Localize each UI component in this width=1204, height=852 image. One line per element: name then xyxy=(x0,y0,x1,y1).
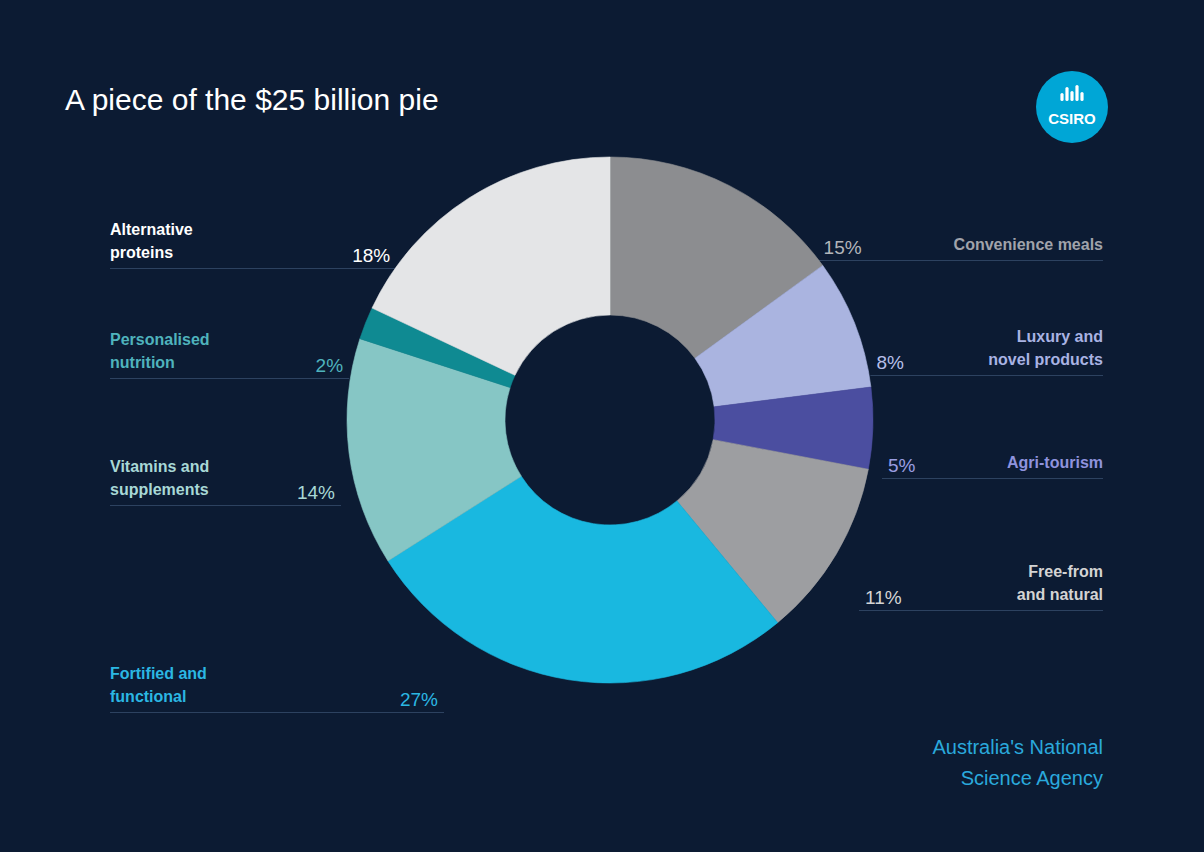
category-label: Convenience meals xyxy=(954,236,1104,253)
category-label-line: Personalised xyxy=(110,331,210,348)
category-label-line: Agri-tourism xyxy=(1007,454,1103,471)
category-label-line: functional xyxy=(110,688,186,705)
category-label: Agri-tourism xyxy=(1007,454,1103,471)
category-label-line: nutrition xyxy=(110,354,175,371)
value-label: 8% xyxy=(876,352,904,373)
category-label-line: Luxury and xyxy=(1017,328,1103,345)
category-label: Luxury and novel products xyxy=(988,328,1103,368)
category-label-line: novel products xyxy=(988,351,1103,368)
value-label: 18% xyxy=(352,245,390,266)
value-label: 14% xyxy=(297,482,335,503)
logo-icon-bar xyxy=(1060,93,1063,101)
slices xyxy=(347,157,873,683)
category-label-line: proteins xyxy=(110,244,173,261)
leader-line xyxy=(110,268,396,269)
labels: Convenience meals 15% Luxury and novel prod… xyxy=(110,221,1103,710)
background xyxy=(0,0,1204,852)
category-label: Personalised nutrition xyxy=(110,331,210,371)
logo-badge xyxy=(1036,71,1108,143)
leader-line xyxy=(870,375,1103,376)
category-label-line: and natural xyxy=(1017,586,1103,603)
logo-icon-bar xyxy=(1070,91,1073,101)
leader-line xyxy=(859,610,1103,611)
logo-icon-bar xyxy=(1080,92,1083,101)
category-label-line: Convenience meals xyxy=(954,236,1104,253)
value-label: 5% xyxy=(888,455,916,476)
category-label-line: Alternative xyxy=(110,221,193,238)
value-label: 2% xyxy=(316,355,344,376)
chart-canvas: A piece of the $25 billion pie Convenienc… xyxy=(0,0,1204,852)
category-label: Vitamins and supplements xyxy=(110,458,209,498)
leader-line xyxy=(818,260,1103,261)
value-label: 27% xyxy=(400,689,438,710)
category-label: Free-from and natural xyxy=(1017,563,1103,603)
leader-line xyxy=(882,478,1103,479)
category-label: Fortified and functional xyxy=(110,665,207,705)
leader-lines xyxy=(110,261,1103,713)
value-label: 11% xyxy=(865,587,902,608)
chart-title: A piece of the $25 billion pie xyxy=(65,83,439,116)
logo: CSIRO xyxy=(1036,71,1108,143)
logo-icon-bar xyxy=(1065,87,1068,101)
footer-line: Australia's National xyxy=(932,736,1103,758)
category-label: Alternative proteins xyxy=(110,221,193,261)
page: {"chart_data": {"type": "donut", "title"… xyxy=(0,0,1204,852)
leader-line xyxy=(110,712,444,713)
logo-icon-bar xyxy=(1075,85,1078,101)
logo-text: CSIRO xyxy=(1048,110,1096,127)
slice xyxy=(372,157,610,375)
footer-text: Australia's National Science Agency xyxy=(932,736,1103,789)
slice xyxy=(695,265,871,406)
leader-line xyxy=(110,505,341,506)
category-label-line: Free-from xyxy=(1028,563,1103,580)
category-label-line: supplements xyxy=(110,481,209,498)
value-label: 15% xyxy=(824,237,862,258)
category-label-line: Vitamins and xyxy=(110,458,209,475)
footer-line: Science Agency xyxy=(961,767,1103,789)
category-label-line: Fortified and xyxy=(110,665,207,682)
leader-line xyxy=(110,378,349,379)
